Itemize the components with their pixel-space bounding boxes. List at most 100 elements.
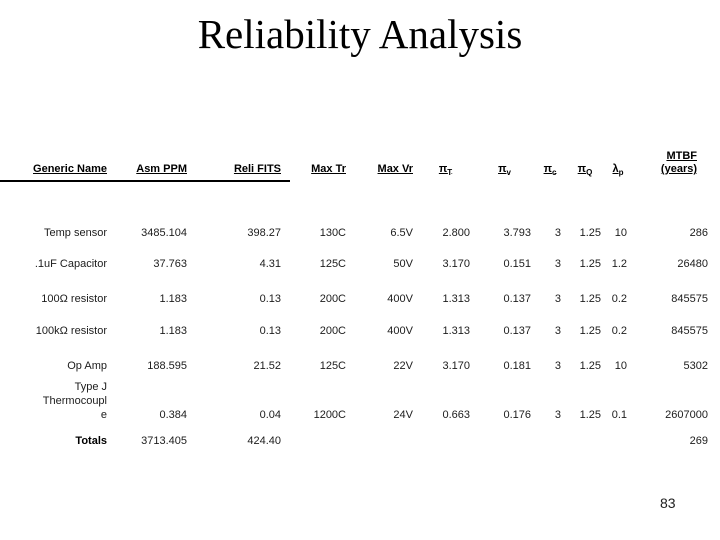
- table-row: Temp sensor 3485.104 398.27 130C 6.5V 2.800 3.…: [0, 180, 713, 242]
- table-cell: 0.384: [159, 409, 187, 421]
- table-cell: 1200C: [313, 409, 346, 421]
- table-cell: 0.2: [611, 293, 627, 305]
- table-cell: 0.176: [503, 409, 531, 421]
- table-cell: 1.183: [159, 325, 187, 337]
- table-cell: [606, 424, 632, 450]
- table-cell: 10: [614, 360, 627, 372]
- table-cell: [536, 424, 566, 450]
- table-cell: 0.2: [611, 325, 627, 337]
- generic-name-cell: Temp sensor: [44, 227, 107, 239]
- table-cell: [286, 424, 351, 450]
- table-cell: 398.27: [247, 227, 281, 239]
- col-header-reli-fits: Reli FITS: [233, 163, 281, 175]
- col-header-generic-name: Generic Name: [33, 163, 107, 175]
- table-cell: 0.04: [259, 409, 281, 421]
- table-cell: 37.763: [153, 258, 187, 270]
- table-cell: 2607000: [665, 409, 708, 421]
- table-cell: 6.5V: [390, 227, 413, 239]
- table-cell: [418, 424, 475, 450]
- table-cell: 1.183: [159, 293, 187, 305]
- table-cell: 3.170: [442, 258, 470, 270]
- table-row: Totals 3713.405 424.40 269: [0, 424, 713, 450]
- table-cell: 400V: [387, 293, 413, 305]
- table-cell: 1.25: [579, 293, 601, 305]
- table-row: Type J Thermocoupl e 0.384 0.04 1200C 24V 0.6…: [0, 375, 713, 424]
- generic-name-cell: .1uF Capacitor: [34, 258, 107, 270]
- table-cell: 3.170: [442, 360, 470, 372]
- table-cell: 125C: [319, 360, 346, 372]
- col-header-max-vr: Max Vr: [377, 163, 413, 175]
- table-cell: 125C: [319, 258, 346, 270]
- table-cell: 286: [689, 227, 708, 239]
- table-cell: 269: [689, 435, 708, 447]
- table-cell: 1.25: [579, 227, 601, 239]
- table-cell: 1.2: [611, 258, 627, 270]
- table-cell: 0.13: [259, 293, 281, 305]
- table-cell: 845575: [671, 325, 708, 337]
- col-header-mtbf-years: MTBF (years): [660, 150, 697, 175]
- table-cell: 188.595: [147, 360, 187, 372]
- table-cell: 200C: [319, 293, 346, 305]
- table-cell: 3: [554, 409, 561, 421]
- table-cell: [351, 424, 418, 450]
- table-body: Temp sensor 3485.104 398.27 130C 6.5V 2.800 3.…: [0, 180, 713, 450]
- table-cell: 24V: [393, 409, 413, 421]
- col-header-pi-q: πQ: [577, 163, 593, 178]
- table-cell: 1.313: [442, 293, 470, 305]
- table-cell: 50V: [393, 258, 413, 270]
- table-cell: [566, 424, 606, 450]
- table-cell: 0.1: [611, 409, 627, 421]
- table-cell: 10: [614, 227, 627, 239]
- table-cell: 3: [554, 227, 561, 239]
- table-cell: 3: [554, 293, 561, 305]
- generic-name-cell: Totals: [75, 435, 107, 447]
- table-row: .1uF Capacitor 37.763 4.31 125C 50V 3.170 0.15…: [0, 242, 713, 273]
- table-header: Generic Name Asm PPM Reli FITS Max Tr Ma…: [0, 140, 713, 180]
- table-cell: 1.25: [579, 325, 601, 337]
- table-cell: 0.137: [503, 293, 531, 305]
- col-header-lambda-p: λp: [612, 163, 624, 178]
- table-cell: 400V: [387, 325, 413, 337]
- col-header-pi-c: πc: [543, 163, 557, 178]
- table-cell: 0.13: [259, 325, 281, 337]
- table-cell: 0.151: [503, 258, 531, 270]
- generic-name-cell: Op Amp: [67, 360, 107, 372]
- header-row: Generic Name Asm PPM Reli FITS Max Tr Ma…: [0, 140, 713, 180]
- table-cell: 1.313: [442, 325, 470, 337]
- table-cell: 845575: [671, 293, 708, 305]
- table-cell: 1.25: [579, 360, 601, 372]
- table-cell: 130C: [319, 227, 346, 239]
- table-cell: 0.663: [442, 409, 470, 421]
- table-cell: 21.52: [253, 360, 281, 372]
- table-cell: 26480: [677, 258, 708, 270]
- table-cell: 2.800: [442, 227, 470, 239]
- table-cell: 3: [554, 360, 561, 372]
- table-cell: 0.181: [503, 360, 531, 372]
- header-divider-line: [0, 180, 290, 182]
- table-cell: 1.25: [579, 409, 601, 421]
- table-cell: 4.31: [259, 258, 281, 270]
- table-cell: 1.25: [579, 258, 601, 270]
- table-cell: 200C: [319, 325, 346, 337]
- table-cell: 0.137: [503, 325, 531, 337]
- slide-title: Reliability Analysis: [197, 11, 523, 57]
- generic-name-cell: 100Ω resistor: [41, 293, 107, 305]
- page-number: 83: [660, 495, 676, 511]
- col-header-pi-t: πT: [438, 163, 453, 178]
- table-cell: 3.793: [503, 227, 531, 239]
- table-cell: 3: [554, 325, 561, 337]
- table-cell: 5302: [683, 360, 708, 372]
- col-header-pi-v: πv: [498, 163, 511, 178]
- generic-name-cell: 100kΩ resistor: [35, 325, 107, 337]
- table-cell: 3713.405: [141, 435, 187, 447]
- table-cell: 22V: [393, 360, 413, 372]
- table-row: Op Amp 188.595 21.52 125C 22V 3.170 0.181 3 1.25…: [0, 340, 713, 375]
- table-cell: [475, 424, 536, 450]
- table-cell: 3485.104: [141, 227, 187, 239]
- col-header-asm-ppm: Asm PPM: [136, 163, 187, 175]
- reliability-table: Generic Name Asm PPM Reli FITS Max Tr Ma…: [0, 140, 713, 450]
- table-cell: 3: [554, 258, 561, 270]
- table-row: 100Ω resistor 1.183 0.13 200C 400V 1.313 0.137…: [0, 273, 713, 308]
- table-row: 100kΩ resistor 1.183 0.13 200C 400V 1.313 0.13…: [0, 308, 713, 340]
